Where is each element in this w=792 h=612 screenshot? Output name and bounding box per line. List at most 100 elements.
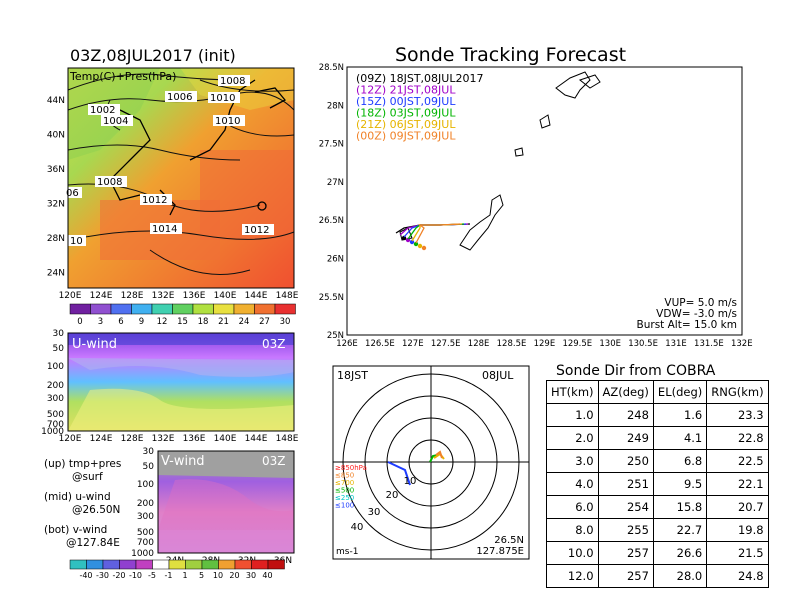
table-cell: 251 [597, 472, 654, 496]
colorbar-swatch [151, 303, 173, 315]
legend-entry: (15Z) 00JST,09JUL [356, 95, 456, 108]
y-tick-label: 26N [327, 255, 344, 265]
isobar-label: 1006 [167, 92, 192, 103]
temp-colorbar: 0 3 6 9 12 15 18 21 24 27 30 [69, 303, 296, 327]
y-tick-label: 300 [47, 394, 64, 404]
y-tick-label: 500 [47, 410, 64, 420]
level-label: ≤700 [335, 479, 354, 487]
x-tick-label: 129E [534, 339, 556, 349]
table-cell: 21.5 [706, 541, 769, 565]
y-tick-label: 40N [47, 131, 65, 141]
x-tick-label: 124E [90, 434, 113, 444]
table-row: 6.0 254 15.8 20.7 [546, 495, 769, 519]
legend-entry: (18Z) 03JST,09JUL [356, 107, 456, 120]
colorbar-tick-label: 21 [218, 317, 229, 327]
track-marker [417, 243, 423, 249]
colorbar-tick-label: 0 [77, 317, 82, 327]
x-tick-label: 140E [214, 291, 237, 301]
y-tick-label: 300 [137, 512, 154, 522]
x-tick-label: 132E [152, 434, 175, 444]
table-cell: 250 [597, 449, 654, 473]
y-tick-label: 25N [327, 331, 344, 341]
note-line: (up) tmp+pres [44, 458, 122, 470]
table-cell: 22.5 [706, 449, 769, 473]
y-tick-label: 25.5N [319, 293, 344, 303]
x-tick-label: 131.5E [694, 339, 724, 349]
note-line: (mid) u-wind [44, 491, 111, 503]
param-line: VUP= 5.0 m/s [664, 297, 737, 309]
isobar-label: 1014 [152, 224, 177, 235]
y-tick-label: 27.5N [319, 140, 344, 150]
temp-panel-y-ticks: 44N 40N 36N 32N 28N 24N [47, 96, 65, 279]
isobar-label: 1012 [244, 225, 269, 236]
y-tick-label: 1000 [131, 549, 154, 559]
level-label: ≤850 [335, 472, 354, 480]
colorbar-tick-label: 15 [177, 317, 188, 327]
colorbar-swatch [135, 559, 153, 570]
track-marker [409, 239, 415, 245]
colorbar-swatch [201, 559, 219, 570]
isobar-label-bg [95, 176, 127, 187]
y-tick-label: 28N [327, 101, 344, 111]
colorbar-swatch [69, 559, 87, 570]
u-wind-time: 03Z [262, 337, 286, 351]
colorbar-tick-label: 27 [259, 317, 270, 327]
x-tick-label: 131E [665, 339, 687, 349]
table-header-row: HT(km) AZ(deg) EL(deg) RNG(km) [546, 380, 769, 404]
x-tick-label: 120E [59, 291, 82, 301]
temp-panel-label: Temp(C)+Pres(hPa) [69, 70, 176, 83]
table-cell: 248 [597, 403, 654, 427]
track-marker [421, 245, 427, 251]
table-row: 12.0 257 28.0 24.8 [546, 564, 769, 588]
colorbar-swatch [233, 303, 255, 315]
ring-label: 40 [351, 522, 364, 533]
wind-colorbar: -40 -30 -20 -10 -5 -1 1 5 10 20 30 40 [69, 559, 285, 580]
y-tick-label: 28.5N [319, 63, 344, 73]
x-tick-label: 148E [276, 291, 299, 301]
colorbar-tick-label: 18 [198, 317, 209, 327]
table-row: 10.0 257 26.6 21.5 [546, 541, 769, 565]
hodograph-trace [387, 461, 411, 486]
v-wind-time: 03Z [262, 454, 286, 468]
y-tick-label: 36N [47, 165, 65, 175]
table-row: 2.0 249 4.1 22.8 [546, 426, 769, 450]
x-tick-label: 136E [183, 434, 206, 444]
table-cell: 4.1 [652, 426, 708, 450]
colorbar-swatch [192, 303, 214, 315]
ring-label: 10 [404, 476, 417, 487]
table-cell: 22.7 [652, 518, 708, 542]
table-cell: 257 [597, 541, 654, 565]
x-tick-label: 132E [152, 291, 175, 301]
x-tick-label: 127E [402, 339, 424, 349]
hodo-lat: 26.5N [494, 535, 524, 546]
legend-entry: (12Z) 21JST,08JUL [356, 84, 456, 97]
table-cell: 23.3 [706, 403, 769, 427]
isobar-label-bg [208, 92, 240, 103]
isobar-label-bg [88, 104, 120, 115]
y-tick-label: 700 [47, 420, 64, 430]
y-tick-label: 50 [143, 462, 155, 472]
legend-entry: (00Z) 09JST,09JUL [356, 130, 456, 143]
table-cell: 10.0 [546, 541, 599, 565]
isobar-label-bg [64, 187, 82, 198]
isobar-label: 1012 [142, 195, 167, 206]
y-tick-label: 32N [47, 200, 65, 210]
isobar-label: 1010 [215, 116, 240, 127]
y-tick-label: 30 [53, 329, 65, 339]
table-cell: 6.0 [546, 495, 599, 519]
colorbar-tick-label: 6 [118, 317, 123, 327]
table-cell: 4.0 [546, 472, 599, 496]
table-row: 1.0 248 1.6 23.3 [546, 403, 769, 427]
u-wind-label: U-wind [72, 337, 117, 352]
y-tick-label: 44N [47, 96, 65, 106]
island-north [555, 71, 591, 99]
isobar-label: 1004 [103, 116, 128, 127]
hodo-lon: 127.875E [476, 546, 524, 557]
isobar-label-bg [165, 91, 197, 102]
isobar-label-bg [101, 115, 133, 126]
colorbar-tick-label: 10 [213, 571, 223, 580]
isobar-label-bg [140, 194, 172, 205]
